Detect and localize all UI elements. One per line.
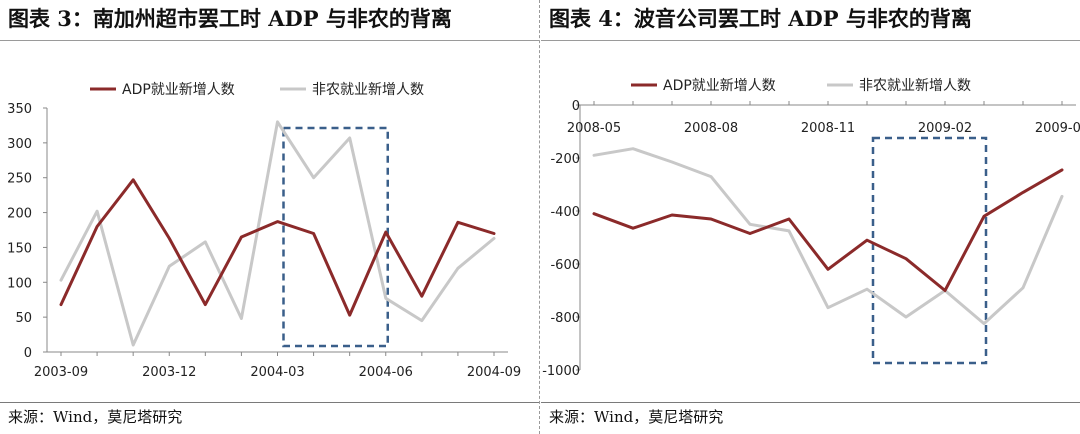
y-tick-label: -800 [550, 311, 580, 326]
footer-divider [0, 402, 539, 403]
x-tick-label: 2003-09 [34, 365, 88, 380]
legend-label: 非农就业新增人数 [312, 82, 424, 98]
panel-divider [539, 0, 540, 434]
y-tick-label: 100 [7, 276, 32, 291]
y-tick-label: 0 [24, 346, 32, 361]
x-tick-label: 2008-11 [801, 121, 855, 136]
y-tick-label: -1000 [542, 364, 580, 379]
x-tick-label: 2009-05 [1035, 121, 1080, 136]
legend-label: ADP就业新增人数 [122, 82, 235, 98]
line-chart: 0 -200 -400 -600 -800 -1000 2008-05 2008-08 2008… [542, 78, 1080, 379]
y-tick-label: -400 [550, 205, 580, 220]
source-note: 来源：Wind，莫尼塔研究 [549, 408, 724, 426]
y-tick-label: -600 [550, 258, 580, 273]
x-tick-label: 2008-05 [567, 121, 621, 136]
series-line-adp [59, 178, 496, 317]
x-tick-label: 2004-03 [250, 365, 304, 380]
y-tick-label: 300 [7, 137, 32, 152]
series-line-nonfarm [59, 120, 496, 347]
footer-divider [541, 402, 1080, 403]
chart-panel-left: 图表 3：南加州超市罢工时 ADP 与非农的背离 0 50 100 150 200 250… [0, 0, 539, 434]
x-tick-label: 2008-08 [684, 121, 738, 136]
title-divider [0, 40, 539, 41]
x-tick-label: 2004-09 [467, 365, 521, 380]
chart-title: 图表 4：波音公司罢工时 ADP 与非农的背离 [549, 6, 972, 31]
y-tick-label: 350 [7, 102, 32, 117]
series-line-nonfarm [592, 147, 1064, 326]
chart-panel-right: 图表 4：波音公司罢工时 ADP 与非农的背离 0 -200 -400 -600 -80… [541, 0, 1080, 434]
y-tick-label: 150 [7, 241, 32, 256]
y-tick-label: 0 [572, 99, 580, 114]
x-tick-label: 2004-06 [359, 365, 413, 380]
series-line-adp [592, 168, 1064, 292]
x-tick-label: 2003-12 [142, 365, 196, 380]
y-tick-label: 250 [7, 172, 32, 187]
line-chart: 0 50 100 150 200 250 300 350 2003-09 2003-12 2004-… [7, 82, 521, 380]
legend-label: 非农就业新增人数 [859, 78, 971, 94]
y-tick-label: 200 [7, 207, 32, 222]
y-tick-label: 50 [15, 311, 32, 326]
title-divider [541, 40, 1080, 41]
highlight-box [282, 126, 389, 348]
x-tick-label: 2009-02 [918, 121, 972, 136]
chart-title: 图表 3：南加州超市罢工时 ADP 与非农的背离 [8, 6, 452, 31]
source-note: 来源：Wind，莫尼塔研究 [8, 408, 183, 426]
legend-label: ADP就业新增人数 [663, 78, 776, 94]
y-tick-label: -200 [550, 152, 580, 167]
